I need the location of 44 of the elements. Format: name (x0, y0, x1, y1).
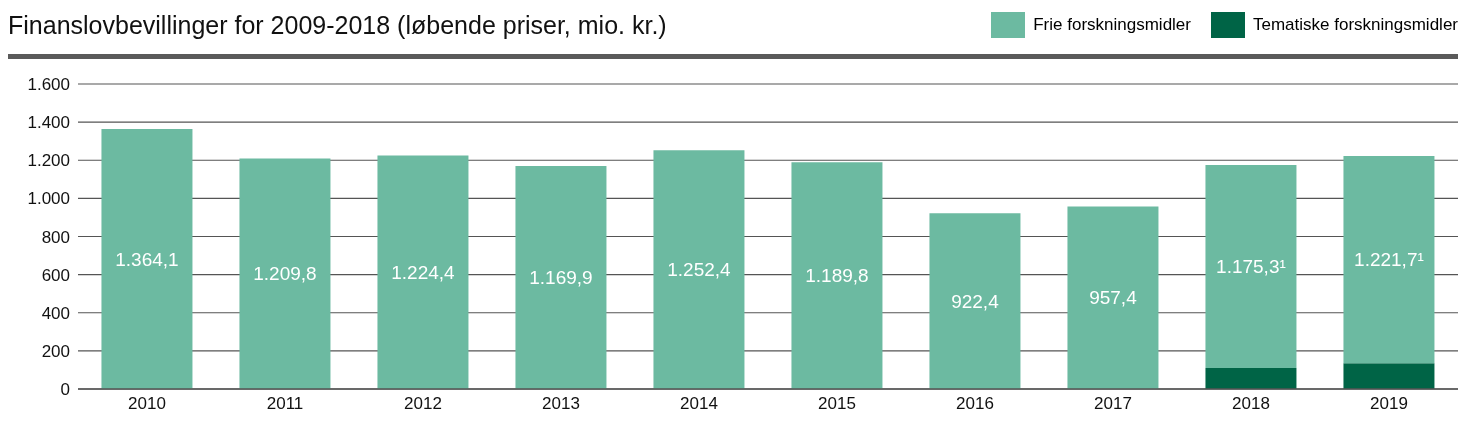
x-tick-label: 2016 (956, 394, 994, 414)
y-tick-label: 1.600 (27, 75, 70, 95)
total-label: 1.169,9 (529, 267, 593, 289)
total-label: 1.221,7¹ (1354, 249, 1424, 271)
x-tick-label: 2012 (404, 394, 442, 414)
x-tick-label: 2019 (1370, 394, 1408, 414)
total-label: 922,4 (951, 290, 1000, 312)
total-label: 1.189,8 (805, 265, 869, 287)
legend-label: Frie forskningsmidler (1033, 15, 1191, 35)
chart-title: Finanslovbevillinger for 2009-2018 (løbende priser, mio. kr.) (8, 10, 667, 40)
total-label: 1.224,4 (391, 262, 456, 284)
total-label: 1.364,1 (115, 248, 179, 270)
y-tick-label: 400 (41, 303, 70, 323)
y-tick-label: 200 (41, 341, 70, 361)
x-tick-label: 2013 (542, 394, 580, 414)
x-tick-label: 2014 (680, 394, 718, 414)
bar (101, 128, 193, 389)
x-tick-label: 2017 (1094, 394, 1132, 414)
y-tick-label: 1.200 (27, 151, 70, 171)
bar (929, 213, 1021, 389)
y-tick-label: 1.000 (27, 189, 70, 209)
total-label: 957,4 (1089, 287, 1138, 309)
total-label: 1.252,4 (667, 259, 732, 281)
x-tick-label: 2015 (818, 394, 856, 414)
x-tick-label: 2011 (266, 394, 304, 414)
y-tick-label: 600 (41, 265, 70, 285)
legend-label: Tematiske forskningsmidler (1252, 15, 1458, 35)
y-tick-label: 0 (60, 380, 70, 400)
x-tick-label: 2018 (1232, 394, 1270, 414)
y-tick-label: 1.400 (27, 113, 70, 133)
bar (653, 150, 745, 389)
bar (515, 165, 607, 389)
bar (1343, 156, 1435, 364)
bar (791, 162, 883, 389)
total-label: 1.209,8 (253, 263, 317, 285)
bar (1343, 363, 1435, 389)
bar (377, 155, 469, 389)
bar (1205, 368, 1297, 389)
y-tick-label: 800 (41, 227, 70, 247)
total-label: 1.175,3¹ (1216, 256, 1286, 278)
bar (1205, 164, 1297, 369)
bar (1067, 206, 1159, 389)
bar (239, 158, 331, 389)
x-tick-label: 2010 (128, 394, 166, 414)
